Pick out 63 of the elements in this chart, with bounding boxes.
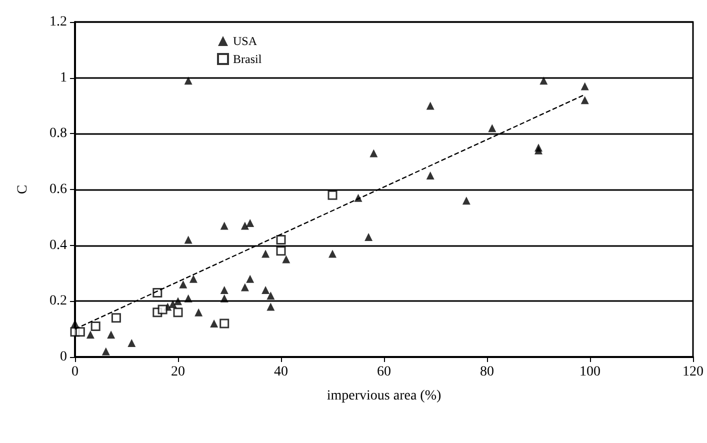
y-tick-label: 1 [60,70,67,86]
point [276,246,286,256]
point [240,222,249,230]
point [462,196,470,205]
point [86,330,94,339]
point [220,222,228,230]
point [364,232,373,241]
legend-label: Brasil [233,52,262,66]
x-tick-label: 20 [171,364,185,380]
point [426,172,434,180]
x-tick-label: 100 [580,364,600,380]
point [189,274,198,283]
point [540,76,548,85]
y-tick-label: 0.2 [50,294,67,309]
point [370,149,378,158]
point [210,320,218,328]
point [184,236,192,244]
point [184,76,192,85]
point [580,82,589,90]
point [580,96,589,104]
y-tick-label: 0 [60,350,67,364]
point [240,283,249,292]
point [90,322,100,332]
x-axis-title: impervious area (%) [326,388,442,404]
point [488,124,496,132]
point [262,286,270,294]
point [328,250,336,258]
point [266,292,275,300]
point [75,327,85,337]
point [246,274,254,283]
point [426,102,434,110]
point [276,235,286,244]
point [262,250,270,258]
y-axis-title: C [16,184,30,194]
x-tick-label: 40 [274,364,288,380]
point [179,280,188,288]
point [282,255,290,264]
point [168,300,177,308]
point [220,294,228,302]
point [246,219,254,227]
point [174,297,182,306]
point [128,339,136,348]
y-tick-label: 0.6 [50,182,67,197]
point [173,308,183,318]
point [220,286,228,294]
point [194,308,203,316]
point [266,302,275,311]
y-tick-label: 0.8 [50,126,67,142]
point [534,146,542,154]
y-tick-label: 0.4 [50,238,67,253]
x-tick-label: 120 [682,364,704,380]
point [102,347,110,356]
point [111,313,121,323]
x-tick-label: 0 [72,364,78,380]
x-tick-label: 80 [480,364,494,380]
point [107,330,116,339]
point [184,294,192,302]
y-tick-label: 1.2 [50,14,67,30]
point [328,190,338,200]
point [220,318,230,328]
x-tick-label: 60 [377,364,391,380]
legend-label: USA [233,34,258,48]
point [158,304,168,314]
